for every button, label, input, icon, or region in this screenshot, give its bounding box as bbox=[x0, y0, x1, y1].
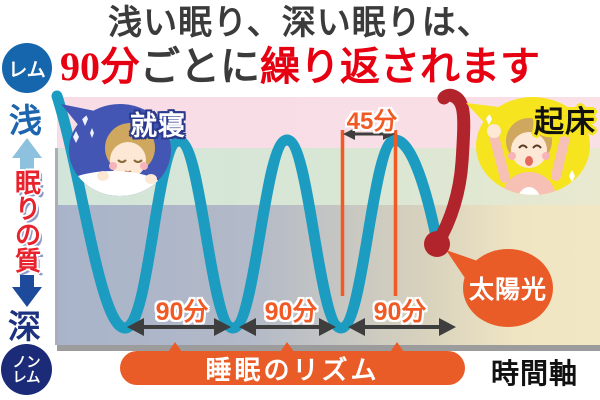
chart-left-edge bbox=[55, 148, 58, 345]
open-mouth bbox=[525, 156, 533, 166]
banner-pointer bbox=[168, 342, 182, 352]
body bbox=[502, 172, 556, 195]
fist bbox=[559, 122, 573, 136]
blush bbox=[109, 162, 117, 170]
happy-eyes bbox=[518, 144, 542, 149]
title-highlight-repeat: 繰り返されます bbox=[260, 44, 540, 89]
axis-label-deep: 深 bbox=[8, 308, 41, 345]
wakeup-bubble bbox=[466, 97, 590, 195]
bedtime-bubble bbox=[61, 104, 171, 196]
interval-arrow-90-1 bbox=[127, 318, 231, 336]
rem-badge: レム bbox=[2, 43, 52, 93]
banner-pointer bbox=[280, 342, 294, 352]
title-highlight-90min: 90分 bbox=[60, 44, 140, 89]
down-arrow-icon bbox=[12, 275, 42, 307]
title-line2: 90分ごとに繰り返されます bbox=[0, 44, 600, 90]
face bbox=[110, 142, 146, 178]
nonrem-line2: レム bbox=[12, 368, 41, 385]
banner-pointer bbox=[390, 342, 404, 352]
star-icon bbox=[73, 131, 79, 143]
interval-arrow-90-2 bbox=[239, 318, 336, 336]
bedtime-label: 就寝 bbox=[130, 111, 186, 141]
blush bbox=[140, 162, 148, 170]
interval-arrow-90-3 bbox=[348, 318, 456, 336]
raised-arm bbox=[489, 131, 510, 183]
axis-label-shallow: 浅 bbox=[9, 102, 42, 139]
interval-45-label: 45分 bbox=[346, 108, 398, 135]
pillow bbox=[69, 171, 167, 196]
sleeping-person bbox=[69, 112, 167, 196]
fist bbox=[487, 124, 501, 138]
hand bbox=[97, 171, 109, 181]
blush bbox=[508, 152, 516, 160]
hand bbox=[145, 174, 157, 184]
wake-line bbox=[430, 88, 471, 251]
sparkle-icon bbox=[569, 170, 575, 182]
title-line1: 浅い眠り、深い眠りは、 bbox=[108, 5, 492, 42]
nonrem-line1: ノン bbox=[12, 353, 41, 370]
raised-arm bbox=[551, 129, 571, 181]
up-arrow-icon bbox=[12, 138, 42, 170]
closed-eyes bbox=[117, 159, 143, 163]
sunlight-dot bbox=[424, 231, 450, 257]
time-axis-line bbox=[57, 345, 600, 351]
star-icon bbox=[90, 128, 94, 138]
cycle-90-label: 90分 bbox=[373, 298, 427, 326]
sunlight-callout: 太陽光 bbox=[463, 249, 553, 327]
rhythm-banner: 睡眠のリズム bbox=[120, 351, 465, 385]
cycle-90-label: 90分 bbox=[155, 298, 209, 326]
cycle-90-label: 90分 bbox=[264, 298, 318, 326]
interval-arrow-45 bbox=[343, 128, 395, 140]
nonrem-badge: ノン レム bbox=[1, 344, 52, 395]
wakeup-label: 起床 bbox=[534, 106, 596, 139]
face bbox=[511, 132, 547, 168]
waking-person bbox=[486, 113, 575, 195]
blush bbox=[542, 152, 550, 160]
title-mid: ごとに bbox=[140, 44, 260, 89]
axis-label-quality: 眠りの質 bbox=[14, 168, 41, 276]
time-axis-label: 時間軸 bbox=[491, 358, 579, 389]
